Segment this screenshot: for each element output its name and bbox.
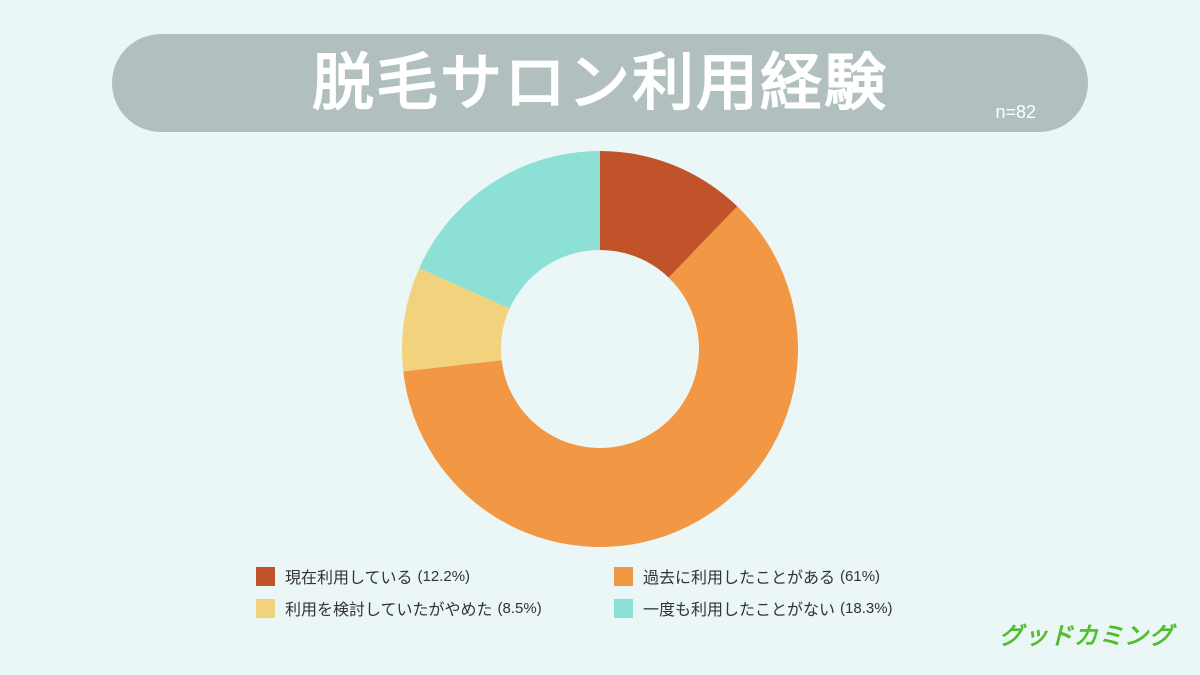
brand-logo: グッドカミング (999, 622, 1174, 650)
legend-label: 過去に利用したことがある (643, 568, 836, 587)
pie-slice-2 (401, 268, 510, 372)
legend-value-label: (12.2%) (417, 567, 471, 585)
legend-swatch (614, 566, 633, 586)
legend-label: 利用を検討していたがやめた (285, 600, 493, 619)
legend-item: 過去に利用したことがある (61%) (614, 562, 880, 590)
pie-slice-3 (419, 151, 600, 309)
page-title: 脱毛サロン利用経験 (311, 46, 888, 119)
legend-item: 一度も利用したことがない (18.3%) (614, 594, 893, 622)
legend-label: 現在利用している (285, 568, 413, 587)
legend-value-label: (61%) (840, 567, 881, 585)
legend-item: 利用を検討していたがやめた (8.5%) (256, 594, 542, 622)
legend-item: 現在利用している (12.2%) (256, 562, 470, 590)
pie-slice-0 (600, 151, 738, 278)
legend-swatch (614, 598, 633, 618)
title-banner: 脱毛サロン利用経験 n=82 (112, 34, 1088, 132)
legend-swatch (256, 598, 275, 618)
legend-swatch (256, 566, 275, 586)
pie-slice-1 (403, 206, 799, 548)
legend-value-label: (18.3%) (840, 599, 893, 617)
legend-value-label: (8.5%) (497, 599, 542, 617)
sample-size-label: n=82 (995, 102, 1036, 122)
legend-label: 一度も利用したことがない (643, 600, 836, 619)
